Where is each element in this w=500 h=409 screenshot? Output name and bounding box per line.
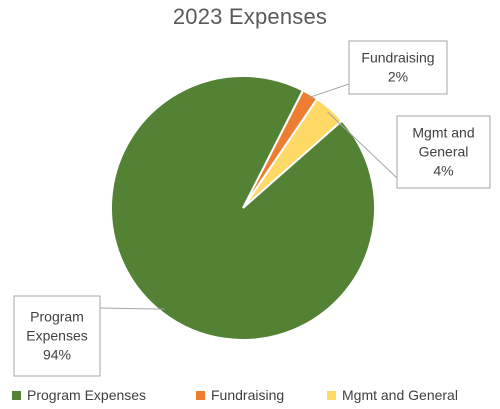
callout-box-program-expenses (13, 295, 101, 377)
pie-slice-program-expenses (110, 75, 376, 341)
data-label-mgmt-and-general-line-2: General (419, 144, 469, 160)
data-label-mgmt-and-general-line-1: Mgmt and (412, 125, 474, 141)
legend-swatch-fundraising (196, 391, 205, 400)
chart-legend: Program Expenses Fundraising Mgmt and Gene… (12, 387, 458, 403)
data-label-fundraising-line-1: Fundraising (361, 50, 434, 66)
callout-box-mgmt-and-general (396, 115, 491, 189)
data-label-mgmt-and-general-line-3: 4% (433, 163, 453, 179)
legend-label-mgmt-and-general: Mgmt and General (342, 387, 458, 403)
leader-line-fundraising (308, 83, 350, 99)
legend-swatch-mgmt-and-general (327, 391, 336, 400)
data-label-program-expenses-line-2: Expenses (26, 328, 87, 344)
legend-swatch-program-expenses (12, 391, 21, 400)
data-label-callouts: Program Expenses 94% Fundraising 2% Mgmt and G… (13, 40, 491, 377)
legend-label-fundraising: Fundraising (211, 387, 284, 403)
callout-box-fundraising (348, 40, 448, 95)
data-label-program-expenses-line-3: 94% (43, 347, 71, 363)
chart-title: 2023 Expenses (172, 4, 328, 29)
pie-slices (110, 75, 376, 341)
legend-label-program-expenses: Program Expenses (27, 387, 146, 403)
leader-line-program-expenses (99, 307, 165, 310)
data-label-fundraising-line-2: 2% (388, 69, 408, 85)
data-label-program-expenses-line-1: Program (30, 309, 84, 325)
leader-line-mgmt-and-general (327, 111, 398, 179)
